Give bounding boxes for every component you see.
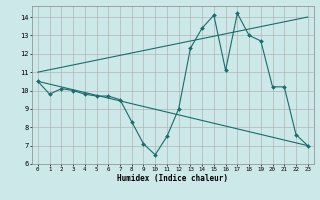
- X-axis label: Humidex (Indice chaleur): Humidex (Indice chaleur): [117, 174, 228, 183]
